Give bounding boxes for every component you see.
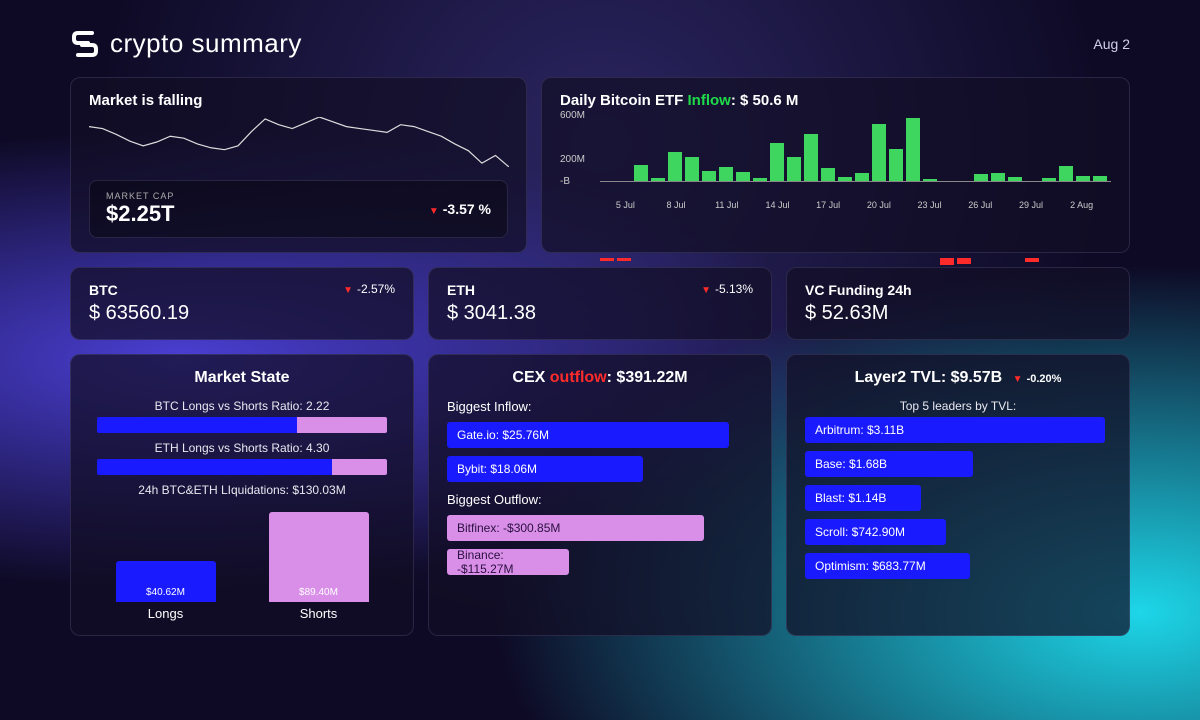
btc-delta: ▼-2.57% xyxy=(343,282,395,296)
layer2-title: Layer2 TVL: $9.57B ▼-0.20% xyxy=(805,369,1111,387)
cex-inflows: Gate.io: $25.76M Bybit: $18.06M xyxy=(447,422,753,482)
outflow-bar: Bitfinex: -$300.85M xyxy=(447,515,704,541)
shorts-bar: $89.40M xyxy=(269,512,369,602)
etf-bar-chart: 600M200M-B5 Jul8 Jul11 Jul14 Jul17 Jul20… xyxy=(560,115,1111,210)
inflow-bar: Bybit: $18.06M xyxy=(447,456,643,482)
state-title: Market State xyxy=(89,369,395,387)
eth-delta: ▼-5.13% xyxy=(701,282,753,296)
date-label: Aug 2 xyxy=(1093,36,1130,52)
longs-label: Longs xyxy=(148,606,183,621)
brand-text: crypto summary xyxy=(110,28,302,59)
eth-price: $ 3041.38 xyxy=(447,302,753,325)
liq-label: 24h BTC&ETH LIquidations: $130.03M xyxy=(89,483,395,497)
down-triangle-icon: ▼ xyxy=(1013,374,1023,385)
tvl-bar: Blast: $1.14B xyxy=(805,485,921,511)
inflow-label: Biggest Inflow: xyxy=(447,399,753,414)
mcap-value: $2.25T xyxy=(106,201,175,227)
header: crypto summary Aug 2 xyxy=(70,28,1130,59)
vc-value: $ 52.63M xyxy=(805,302,1111,325)
etf-card: Daily Bitcoin ETF Inflow: $ 50.6 M 600M2… xyxy=(541,77,1130,253)
btc-card: BTC ▼-2.57% $ 63560.19 xyxy=(70,267,414,340)
outflow-bar: Binance: -$115.27M xyxy=(447,549,569,575)
logo-icon xyxy=(70,29,100,59)
eth-card: ETH ▼-5.13% $ 3041.38 xyxy=(428,267,772,340)
market-title: Market is falling xyxy=(89,92,508,109)
layer2-card: Layer2 TVL: $9.57B ▼-0.20% Top 5 leaders… xyxy=(786,354,1130,636)
cex-card: CEX outflow: $391.22M Biggest Inflow: Ga… xyxy=(428,354,772,636)
vc-label: VC Funding 24h xyxy=(805,282,1111,298)
market-cap-box: MARKET CAP $2.25T ▼-3.57 % xyxy=(89,180,508,238)
vc-card: VC Funding 24h $ 52.63M xyxy=(786,267,1130,340)
liquidation-chart: $40.62M Longs $89.40M Shorts xyxy=(89,511,395,621)
tvl-bar: Optimism: $683.77M xyxy=(805,553,970,579)
down-triangle-icon: ▼ xyxy=(429,206,439,217)
down-triangle-icon: ▼ xyxy=(701,285,711,296)
market-delta: ▼-3.57 % xyxy=(429,201,491,217)
btc-long-segment xyxy=(97,417,297,433)
tvl-bar: Base: $1.68B xyxy=(805,451,973,477)
inflow-bar: Gate.io: $25.76M xyxy=(447,422,729,448)
tvl-bar: Scroll: $742.90M xyxy=(805,519,946,545)
eth-long-segment xyxy=(97,459,332,475)
longs-column: $40.62M Longs xyxy=(101,561,231,621)
layer2-delta: ▼-0.20% xyxy=(1013,373,1062,385)
market-state-card: Market State BTC Longs vs Shorts Ratio: … xyxy=(70,354,414,636)
eth-ratio-bar xyxy=(97,459,387,475)
eth-ratio-label: ETH Longs vs Shorts Ratio: 4.30 xyxy=(89,441,395,455)
longs-bar: $40.62M xyxy=(116,561,216,602)
brand: crypto summary xyxy=(70,28,302,59)
layer2-sub: Top 5 leaders by TVL: xyxy=(805,399,1111,413)
btc-short-segment xyxy=(297,417,387,433)
down-triangle-icon: ▼ xyxy=(343,285,353,296)
shorts-label: Shorts xyxy=(300,606,338,621)
market-falling-card: Market is falling MARKET CAP $2.25T ▼-3.… xyxy=(70,77,527,253)
outflow-label: Biggest Outflow: xyxy=(447,492,753,507)
eth-label: ETH xyxy=(447,282,475,298)
layer2-bars: Arbitrum: $3.11B Base: $1.68B Blast: $1.14… xyxy=(805,417,1111,579)
cex-outflows: Bitfinex: -$300.85M Binance: -$115.27M xyxy=(447,515,753,575)
shorts-column: $89.40M Shorts xyxy=(254,512,384,621)
btc-label: BTC xyxy=(89,282,118,298)
btc-price: $ 63560.19 xyxy=(89,302,395,325)
etf-title: Daily Bitcoin ETF Inflow: $ 50.6 M xyxy=(560,92,1111,109)
mcap-label: MARKET CAP xyxy=(106,191,175,201)
btc-ratio-bar xyxy=(97,417,387,433)
market-sparkline xyxy=(89,117,509,167)
tvl-bar: Arbitrum: $3.11B xyxy=(805,417,1105,443)
eth-short-segment xyxy=(332,459,387,475)
btc-ratio-label: BTC Longs vs Shorts Ratio: 2.22 xyxy=(89,399,395,413)
cex-title: CEX outflow: $391.22M xyxy=(447,369,753,387)
